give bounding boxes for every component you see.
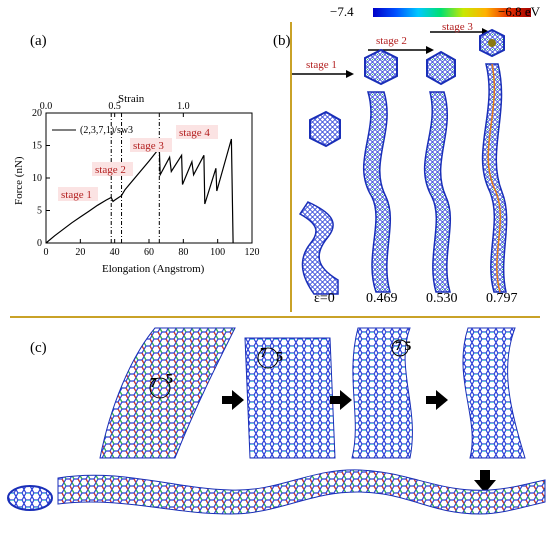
x-tick-label: 100 [210,247,225,258]
x-tick-label: 40 [110,247,120,258]
horizontal-divider [10,316,540,318]
panel-label-c: (c) [30,340,47,356]
top-tick-label: 1.0 [177,101,190,112]
arrow-right-1 [222,390,244,410]
arrow-right-2 [330,390,352,410]
x-axis-title: Elongation (Angstrom) [102,263,205,275]
arrow-right-3 [426,390,448,410]
stage-4-bg [176,125,218,139]
chart-stage-1: stage 1 [61,189,92,201]
chart-stage-2: stage 2 [95,164,126,176]
cross-section-0 [309,110,341,148]
y-axis-title: Force (nN) [13,156,25,205]
tube-0 [298,201,339,295]
strain-0: ε=0 [314,291,335,306]
vertical-divider [290,22,292,312]
snapshot-stage-2: stage 2 [376,35,407,47]
y-tick-label: 0 [37,238,42,249]
energy-colorbar [373,8,531,17]
plot-frame [45,112,253,244]
arrow-down [474,470,496,493]
chart-stage-4: stage 4 [179,127,210,139]
stage-2-bg [92,162,133,176]
legend-label: (2,3,7,1)/sw3 [80,125,133,136]
x-tick-label: 60 [144,247,154,258]
defect-marker-3 [391,339,409,357]
cross-section-2 [426,50,456,86]
tube-3 [481,63,508,293]
tube-2 [423,91,452,293]
top-tick-label: 0.0 [40,101,53,112]
force-curve [45,138,234,244]
long-nanotube [57,469,546,515]
y-tick-label: 15 [32,141,42,152]
defect-label-5-frame2: 5 [276,350,283,365]
panel-label-a: (a) [30,33,47,49]
defect-label-75-frame3: 7 5 [395,338,412,353]
x-tick-label: 20 [75,247,85,258]
defect-label-7-frame2: 7 [260,346,267,361]
chart-stage-3: stage 3 [133,140,164,152]
y-tick-label: 5 [37,206,42,217]
panel-label-b: (b) [273,33,291,49]
colorbar-max: −6.8 eV [498,4,540,19]
cross-section-1 [364,48,398,86]
strain-1: 0.469 [366,291,398,306]
nanotube-snapshots: stage 1 stage 2 stage 3 [292,22,508,295]
defect-evolution [7,327,546,515]
defect-marker-1 [149,377,171,399]
tube-3-stress-line [487,63,502,293]
small-cross-section [7,485,53,511]
x-tick-label: 120 [245,247,260,258]
x-tick-label: 0 [44,247,49,258]
top-axis-title: Strain [118,93,145,105]
strain-2: 0.530 [426,291,458,306]
defect-marker-2 [257,347,279,369]
tube-1 [363,91,392,293]
defect-frame-3 [351,327,413,459]
defect-frame-4 [462,327,526,459]
colorbar-min: −7.4 [330,4,354,19]
top-tick-label: 0.5 [108,101,121,112]
x-tick-label: 80 [178,247,188,258]
snapshot-stage-1: stage 1 [306,59,337,71]
strain-3: 0.797 [486,291,518,306]
defect-frame-1 [99,327,236,459]
y-tick-label: 20 [32,108,42,119]
stage-1-bg [58,187,98,201]
y-tick-label: 10 [32,173,42,184]
stage-3-bg [130,138,172,152]
cross-section-core [488,39,496,47]
defect-label-7-frame1: 7 [150,376,157,391]
chart-marks [45,113,234,244]
snapshot-stage-3: stage 3 [442,22,473,33]
defect-label-5-frame1: 5 [166,372,173,387]
